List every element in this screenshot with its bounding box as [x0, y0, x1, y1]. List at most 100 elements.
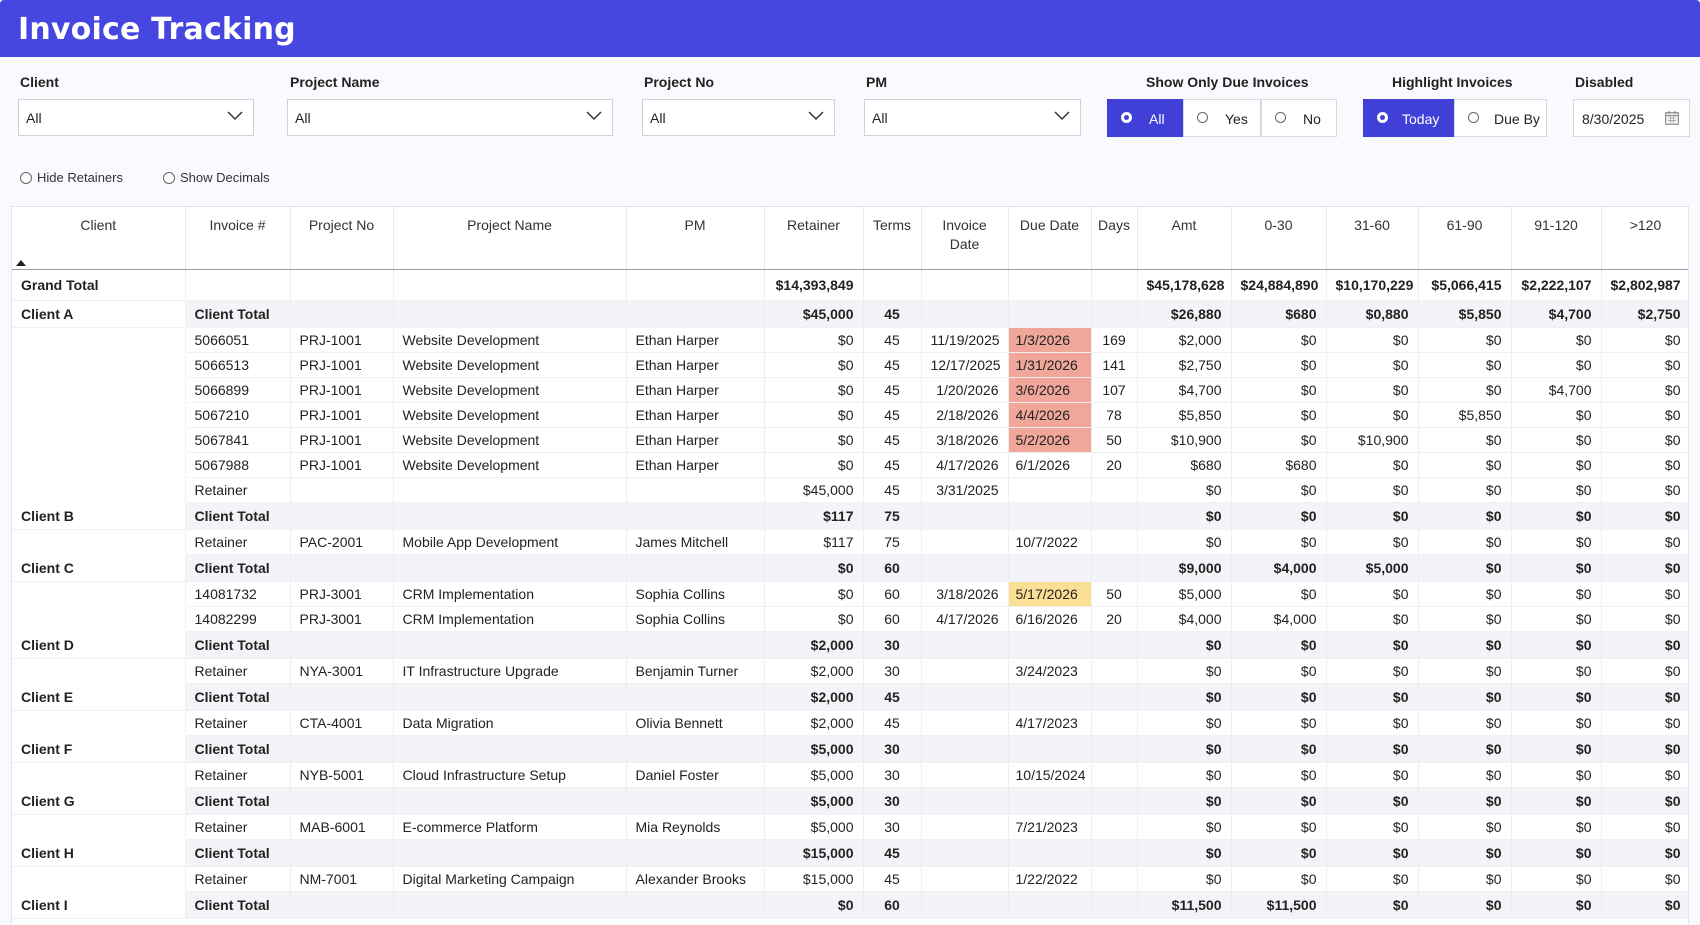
client-dropdown[interactable]: All — [18, 99, 254, 136]
grand-total-0-30: $24,884,890 — [1231, 269, 1327, 301]
bucket-91-120: $0 — [1511, 452, 1602, 478]
bucket-0-30: $0 — [1231, 710, 1327, 736]
empty-cell — [1008, 269, 1092, 301]
column-header-retainer[interactable]: Retainer — [764, 207, 864, 270]
days: 141 — [1091, 352, 1138, 378]
bucket-0-30: $0 — [1231, 787, 1327, 815]
project-no-dropdown[interactable]: All — [642, 99, 835, 136]
invoice-row[interactable]: 14081732 PRJ-3001 CRM Implementation Sophia… — [12, 581, 1688, 607]
bucket-31-60: $0 — [1326, 814, 1419, 840]
sort-ascending-icon[interactable] — [16, 260, 26, 266]
bucket-91-120: $0 — [1511, 762, 1602, 788]
project-no: MAB-6001 — [290, 814, 394, 840]
hide-retainers-toggle[interactable]: Hide Retainers — [20, 170, 123, 185]
column-header-61-90[interactable]: 61-90 — [1418, 207, 1512, 270]
bucket-over-120: $0 — [1601, 452, 1688, 478]
empty-cell — [12, 762, 186, 788]
empty-cell — [921, 735, 1009, 763]
bucket-0-30: $4,000 — [1231, 606, 1327, 632]
highlight-option-today-label: Today — [1402, 111, 1440, 127]
invoice-row[interactable]: Retainer MAB-6001 E-commerce Platform Mia R… — [12, 814, 1688, 840]
client-total-row[interactable]: Client F Client Total $5,000 30 $0 $0 $0 $0 $0 $0 — [12, 735, 1688, 763]
invoice-row[interactable]: 5067210 PRJ-1001 Website Development Ethan … — [12, 402, 1688, 428]
empty-cell — [12, 427, 186, 453]
project-name: IT Infrastructure Upgrade — [393, 658, 627, 684]
client-total-row[interactable]: Client E Client Total $2,000 45 $0 $0 $0 $0 $0 $0 — [12, 683, 1688, 711]
bucket-over-120: $0 — [1601, 502, 1688, 530]
column-header-0-30[interactable]: 0-30 — [1231, 207, 1327, 270]
disabled-date-input[interactable]: 8/30/2025 — [1573, 99, 1690, 137]
bucket-31-60: $0 — [1326, 735, 1419, 763]
invoice-row[interactable]: Retainer $45,000 45 3/31/2025 $0 $0 $0 $0 $0 $0 — [12, 477, 1688, 503]
empty-cell — [626, 631, 765, 659]
calendar-icon[interactable] — [1665, 111, 1679, 125]
radio-icon — [1468, 112, 1479, 123]
column-header-project-no[interactable]: Project No — [290, 207, 394, 270]
client-total-label: Client Total — [185, 554, 291, 582]
highlight-option-today[interactable]: Today — [1363, 99, 1454, 137]
empty-cell — [12, 710, 186, 736]
invoice-row[interactable]: Retainer CTA-4001 Data Migration Olivia Ben… — [12, 710, 1688, 736]
bucket-0-30: $0 — [1231, 402, 1327, 428]
column-header-project-name[interactable]: Project Name — [393, 207, 627, 270]
invoice-number: 14081732 — [185, 581, 291, 607]
due-option-no[interactable]: No — [1261, 99, 1337, 137]
bucket-over-120: $0 — [1601, 427, 1688, 453]
empty-cell — [12, 866, 186, 892]
bucket-91-120: $0 — [1511, 839, 1602, 867]
column-header-due-date[interactable]: Due Date — [1008, 207, 1092, 270]
invoice-row[interactable]: 5067988 PRJ-1001 Website Development Ethan … — [12, 452, 1688, 478]
client-total-row[interactable]: Client I Client Total $0 60 $11,500 $11,500 $0… — [12, 891, 1688, 919]
bucket-over-120: $0 — [1601, 735, 1688, 763]
client-total-row[interactable]: Client G Client Total $5,000 30 $0 $0 $0 $0 $0 $0 — [12, 787, 1688, 815]
column-header-client[interactable]: Client — [12, 207, 186, 270]
empty-cell — [921, 631, 1009, 659]
invoice-row[interactable]: Retainer NYA-3001 IT Infrastructure Upgrad… — [12, 658, 1688, 684]
client-total-row[interactable]: Client D Client Total $2,000 30 $0 $0 $0 $0 $0 $0 — [12, 631, 1688, 659]
bucket-31-60: $0 — [1326, 606, 1419, 632]
invoice-row[interactable]: 14082299 PRJ-3001 CRM Implementation Sophia… — [12, 606, 1688, 632]
terms: 30 — [863, 658, 922, 684]
bucket-over-120: $0 — [1601, 402, 1688, 428]
due-date: 7/21/2023 — [1008, 814, 1092, 840]
bucket-61-90: $0 — [1418, 631, 1512, 659]
column-header-amt[interactable]: Amt — [1137, 207, 1232, 270]
project-name — [393, 477, 627, 503]
column-header-pm[interactable]: PM — [626, 207, 765, 270]
column-header-over-120[interactable]: >120 — [1601, 207, 1688, 270]
column-header-31-60[interactable]: 31-60 — [1326, 207, 1419, 270]
bucket-61-90: $0 — [1418, 581, 1512, 607]
column-header-terms[interactable]: Terms — [863, 207, 922, 270]
column-header-91-120[interactable]: 91-120 — [1511, 207, 1602, 270]
column-header-invoice-date[interactable]: Invoice Date — [921, 207, 1009, 270]
invoice-row[interactable]: Retainer PAC-2001 Mobile App Development Ja… — [12, 529, 1688, 555]
invoice-row[interactable]: Retainer NYB-5001 Cloud Infrastructure Set… — [12, 762, 1688, 788]
invoice-row[interactable]: 5066051 PRJ-1001 Website Development Ethan … — [12, 327, 1688, 353]
show-decimals-toggle[interactable]: Show Decimals — [163, 170, 270, 185]
column-header-invoice[interactable]: Invoice # — [185, 207, 291, 270]
invoice-row[interactable]: 5066899 PRJ-1001 Website Development Ethan … — [12, 377, 1688, 403]
due-option-all[interactable]: All — [1107, 99, 1183, 137]
column-header-days[interactable]: Days — [1091, 207, 1138, 270]
bucket-61-90: $0 — [1418, 529, 1512, 555]
client-total-row[interactable]: Client A Client Total $45,000 45 $26,880 $680… — [12, 300, 1688, 328]
client-total-row[interactable]: Client C Client Total $0 60 $9,000 $4,000 $5,0… — [12, 554, 1688, 582]
days — [1091, 658, 1138, 684]
terms-total: 30 — [863, 735, 922, 763]
terms-total: 60 — [863, 891, 922, 919]
invoice-row[interactable]: 5066513 PRJ-1001 Website Development Ethan … — [12, 352, 1688, 378]
invoice-row[interactable]: 5067841 PRJ-1001 Website Development Ethan … — [12, 427, 1688, 453]
invoice-row[interactable]: Retainer NM-7001 Digital Marketing Campaig… — [12, 866, 1688, 892]
client-total-row[interactable]: Client B Client Total $117 75 $0 $0 $0 $0 $0 $0 — [12, 502, 1688, 530]
highlight-option-due-by[interactable]: Due By — [1454, 99, 1547, 137]
bucket-31-60: $5,000 — [1326, 554, 1419, 582]
disabled-date-value: 8/30/2025 — [1582, 111, 1645, 127]
due-date — [1008, 477, 1092, 503]
due-option-yes[interactable]: Yes — [1183, 99, 1261, 137]
terms: 75 — [863, 529, 922, 555]
project-name-dropdown-value: All — [295, 110, 311, 126]
project-name-dropdown[interactable]: All — [287, 99, 613, 136]
empty-cell — [863, 269, 922, 301]
client-total-row[interactable]: Client H Client Total $15,000 45 $0 $0 $0 $0 $0 $… — [12, 839, 1688, 867]
pm-dropdown[interactable]: All — [864, 99, 1081, 136]
